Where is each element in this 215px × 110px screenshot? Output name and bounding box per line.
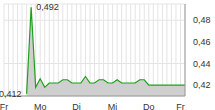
svg-text:Mi: Mi (108, 102, 118, 110)
svg-text:0,492: 0,492 (36, 2, 59, 12)
svg-text:0,48: 0,48 (193, 15, 207, 25)
svg-text:0,42: 0,42 (193, 80, 207, 90)
svg-text:Di: Di (72, 102, 81, 110)
svg-text:Do: Do (143, 102, 155, 110)
svg-text:0,44: 0,44 (193, 59, 207, 69)
svg-text:0,46: 0,46 (193, 37, 207, 47)
svg-text:Fr: Fr (176, 102, 185, 110)
svg-text:Fr: Fr (8, 102, 9, 110)
svg-text:0,412: 0,412 (8, 89, 22, 99)
svg-text:Mo: Mo (34, 102, 47, 110)
